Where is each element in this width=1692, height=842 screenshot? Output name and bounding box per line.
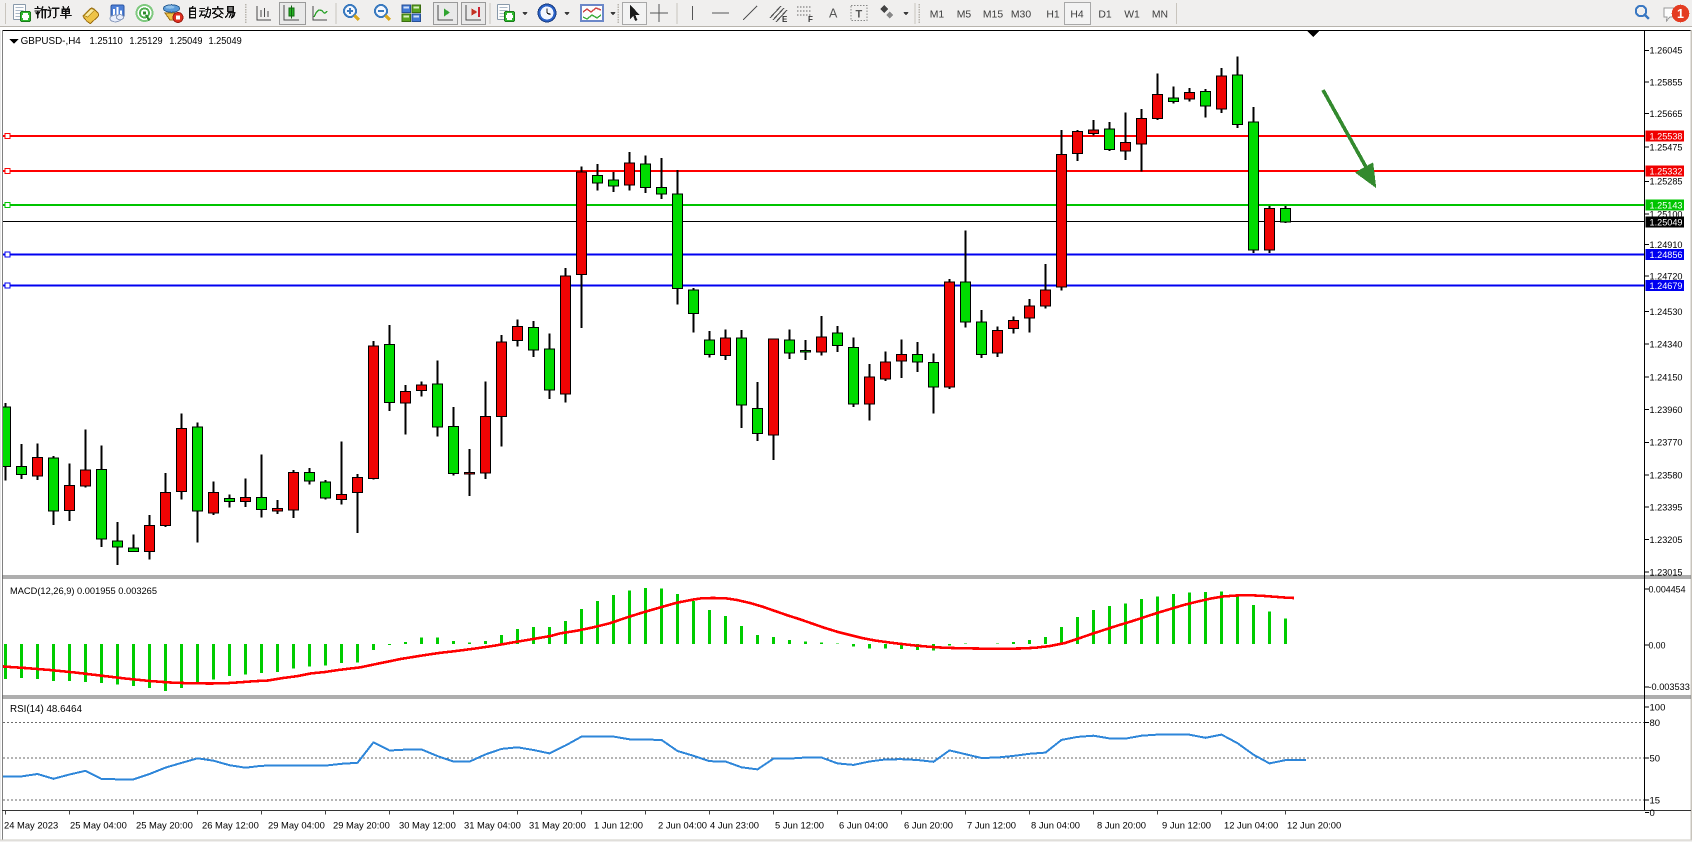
svg-text:1.25285: 1.25285 [1650, 177, 1683, 188]
svg-text:1.25049: 1.25049 [209, 36, 243, 47]
svg-text:8 Jun 04:00: 8 Jun 04:00 [1031, 820, 1080, 831]
svg-text:25 May 04:00: 25 May 04:00 [70, 820, 127, 831]
svg-text:1.23395: 1.23395 [1650, 502, 1683, 513]
svg-text:100: 100 [1650, 702, 1666, 713]
svg-text:M5: M5 [957, 10, 972, 21]
svg-text:M30: M30 [1011, 10, 1031, 21]
svg-text:50: 50 [1650, 754, 1661, 765]
svg-text:1.24910: 1.24910 [1650, 240, 1683, 251]
svg-text:4 Jun 23:00: 4 Jun 23:00 [710, 820, 759, 831]
svg-text:1.23205: 1.23205 [1650, 535, 1683, 546]
svg-text:31 May 20:00: 31 May 20:00 [529, 820, 586, 831]
svg-text:2 Jun 04:00: 2 Jun 04:00 [658, 820, 707, 831]
svg-text:E: E [782, 15, 788, 24]
svg-text:1.25855: 1.25855 [1650, 77, 1683, 88]
svg-text:29 May 04:00: 29 May 04:00 [268, 820, 325, 831]
svg-text:24 May 2023: 24 May 2023 [4, 820, 58, 831]
svg-text:1.25143: 1.25143 [1650, 201, 1683, 212]
svg-text:1.25665: 1.25665 [1650, 109, 1683, 120]
svg-text:26 May 12:00: 26 May 12:00 [202, 820, 259, 831]
svg-text:1.26045: 1.26045 [1650, 46, 1683, 57]
svg-text:1.25110: 1.25110 [90, 36, 124, 47]
svg-text:M15: M15 [983, 10, 1003, 21]
svg-text:GBPUSD-,H4: GBPUSD-,H4 [21, 35, 81, 47]
svg-text:1.25538: 1.25538 [1650, 132, 1683, 143]
svg-text:15: 15 [1650, 796, 1661, 807]
svg-text:1.25049: 1.25049 [1650, 218, 1683, 229]
svg-text:F: F [808, 15, 813, 24]
svg-text:0: 0 [1650, 808, 1655, 819]
svg-text:1.25049: 1.25049 [169, 36, 203, 47]
svg-text:1.24679: 1.24679 [1650, 281, 1683, 292]
svg-text:0.00: 0.00 [1649, 641, 1666, 652]
svg-text:1.24720: 1.24720 [1650, 271, 1683, 282]
svg-text:1.23770: 1.23770 [1650, 438, 1683, 449]
svg-text:0.004454: 0.004454 [1649, 584, 1686, 595]
svg-text:6 Jun 04:00: 6 Jun 04:00 [839, 820, 888, 831]
svg-text:12 Jun 04:00: 12 Jun 04:00 [1224, 820, 1278, 831]
svg-text:1.24150: 1.24150 [1650, 372, 1683, 383]
svg-text:1: 1 [1677, 7, 1684, 21]
svg-text:H4: H4 [1070, 10, 1084, 21]
svg-text:-0.003533: -0.003533 [1649, 682, 1690, 693]
svg-text:1 Jun 12:00: 1 Jun 12:00 [594, 820, 643, 831]
svg-text:1.23015: 1.23015 [1650, 567, 1683, 578]
svg-text:H1: H1 [1046, 10, 1060, 21]
svg-text:1.24856: 1.24856 [1650, 250, 1683, 261]
svg-text:T: T [856, 9, 863, 21]
svg-text:80: 80 [1650, 718, 1661, 729]
svg-text:A: A [829, 7, 838, 21]
svg-text:9 Jun 12:00: 9 Jun 12:00 [1162, 820, 1211, 831]
svg-text:W1: W1 [1124, 10, 1140, 21]
svg-text:7 Jun 12:00: 7 Jun 12:00 [967, 820, 1016, 831]
svg-text:1.25129: 1.25129 [129, 36, 163, 47]
svg-text:6 Jun 20:00: 6 Jun 20:00 [904, 820, 953, 831]
svg-text:RSI(14) 48.6464: RSI(14) 48.6464 [10, 704, 82, 715]
svg-text:D1: D1 [1098, 10, 1112, 21]
svg-text:1.23960: 1.23960 [1650, 405, 1683, 416]
svg-text:1.24530: 1.24530 [1650, 307, 1683, 318]
svg-text:MACD(12,26,9) 0.001955 0.00326: MACD(12,26,9) 0.001955 0.003265 [10, 586, 157, 597]
svg-text:1.25100: 1.25100 [1650, 209, 1683, 220]
svg-text:12 Jun 20:00: 12 Jun 20:00 [1287, 820, 1341, 831]
svg-text:1.24340: 1.24340 [1650, 340, 1683, 351]
svg-text:1.23580: 1.23580 [1650, 470, 1683, 481]
svg-text:1.25332: 1.25332 [1650, 167, 1683, 178]
svg-text:8 Jun 20:00: 8 Jun 20:00 [1097, 820, 1146, 831]
svg-text:M1: M1 [930, 10, 945, 21]
svg-text:31 May 04:00: 31 May 04:00 [464, 820, 521, 831]
svg-text:5 Jun 12:00: 5 Jun 12:00 [775, 820, 824, 831]
svg-text:MN: MN [1152, 10, 1168, 21]
svg-text:29 May 20:00: 29 May 20:00 [333, 820, 390, 831]
svg-text:25 May 20:00: 25 May 20:00 [136, 820, 193, 831]
svg-text:1.25475: 1.25475 [1650, 142, 1683, 153]
svg-text:30 May 12:00: 30 May 12:00 [399, 820, 456, 831]
